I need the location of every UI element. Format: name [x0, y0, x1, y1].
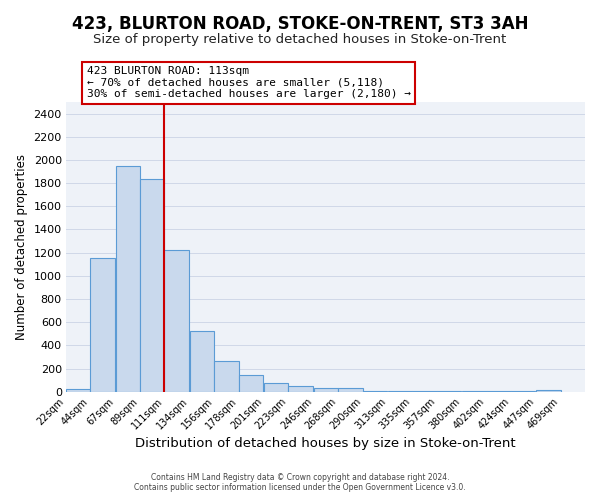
Text: Contains HM Land Registry data © Crown copyright and database right 2024.
Contai: Contains HM Land Registry data © Crown c… [134, 473, 466, 492]
Bar [140, 178, 164, 392]
Bar [214, 361, 239, 392]
Bar [164, 250, 189, 392]
Text: 423 BLURTON ROAD: 113sqm
← 70% of detached houses are smaller (5,118)
30% of sem: 423 BLURTON ROAD: 113sqm ← 70% of detach… [87, 66, 411, 99]
Bar [437, 390, 461, 392]
Bar [462, 391, 487, 392]
Bar [264, 383, 289, 392]
Bar [289, 386, 313, 392]
Bar [388, 390, 412, 392]
Bar [91, 258, 115, 392]
Bar [116, 166, 140, 392]
Bar [338, 388, 362, 392]
Text: 423, BLURTON ROAD, STOKE-ON-TRENT, ST3 3AH: 423, BLURTON ROAD, STOKE-ON-TRENT, ST3 3… [72, 15, 528, 33]
Bar [362, 390, 387, 392]
Bar [412, 390, 437, 392]
Text: Size of property relative to detached houses in Stoke-on-Trent: Size of property relative to detached ho… [94, 32, 506, 46]
Bar [190, 332, 214, 392]
Bar [239, 374, 263, 392]
Bar [487, 391, 511, 392]
Bar [511, 391, 535, 392]
Y-axis label: Number of detached properties: Number of detached properties [15, 154, 28, 340]
Bar [66, 389, 91, 392]
Bar [536, 390, 560, 392]
X-axis label: Distribution of detached houses by size in Stoke-on-Trent: Distribution of detached houses by size … [135, 437, 516, 450]
Bar [314, 388, 338, 392]
